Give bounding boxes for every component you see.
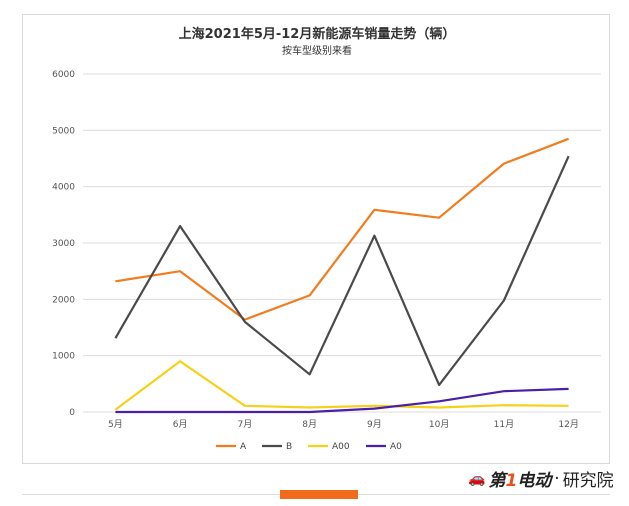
y-axis-ticks: 0 1000 2000 3000 4000 5000 6000 bbox=[52, 70, 75, 418]
y-tick-label: 2000 bbox=[52, 295, 75, 305]
brand-suffix: 电动 bbox=[517, 471, 552, 491]
car-icon: 🚗 bbox=[468, 470, 486, 487]
footer-accent-bar bbox=[280, 490, 358, 499]
legend-label: A bbox=[240, 442, 247, 452]
x-tick-label: 11月 bbox=[494, 419, 514, 430]
x-tick-label: 6月 bbox=[173, 419, 188, 430]
series-line-a bbox=[115, 137, 569, 321]
y-tick-label: 4000 bbox=[52, 183, 75, 193]
chart-subtitle: 按车型级别来看 bbox=[282, 44, 352, 57]
y-tick-label: 0 bbox=[69, 408, 75, 418]
series-line-a00 bbox=[114, 360, 569, 411]
chart-title: 上海2021年5月-12月新能源车销量走势（辆） bbox=[179, 26, 456, 42]
brand-one: 1 bbox=[505, 471, 518, 491]
x-tick-label: 10月 bbox=[429, 419, 449, 430]
series-line-b bbox=[114, 155, 570, 387]
x-tick-label: 12月 bbox=[558, 419, 578, 430]
x-tick-label: 8月 bbox=[302, 419, 317, 430]
x-tick-label: 9月 bbox=[367, 419, 382, 430]
brand-institute: 研究院 bbox=[562, 471, 614, 491]
y-tick-label: 3000 bbox=[52, 239, 75, 249]
legend: A B A00 A0 bbox=[216, 442, 402, 452]
brand-name: 第1电动 bbox=[488, 466, 551, 491]
y-tick-label: 5000 bbox=[52, 126, 75, 136]
legend-label: B bbox=[286, 442, 292, 452]
footer-logo: 🚗 第1电动 · 研究院 bbox=[468, 466, 614, 492]
legend-label: A00 bbox=[332, 442, 350, 452]
legend-label: A0 bbox=[390, 442, 402, 452]
brand-prefix: 第 bbox=[488, 471, 506, 491]
x-tick-label: 7月 bbox=[238, 419, 253, 430]
x-tick-label: 5月 bbox=[108, 419, 123, 430]
chart-frame: 上海2021年5月-12月新能源车销量走势（辆） 按车型级别来看 0 1000 20… bbox=[22, 14, 610, 464]
series-lines bbox=[114, 137, 570, 414]
brand-separator: · bbox=[554, 468, 560, 489]
series-line-a0 bbox=[115, 387, 569, 414]
y-tick-label: 1000 bbox=[52, 352, 75, 362]
x-axis-ticks: 5月 6月 7月 8月 9月 10月 11月 12月 bbox=[108, 419, 579, 430]
line-chart: 上海2021年5月-12月新能源车销量走势（辆） 按车型级别来看 0 1000 20… bbox=[52, 26, 601, 452]
gridlines bbox=[83, 73, 601, 413]
y-tick-label: 6000 bbox=[52, 70, 75, 80]
